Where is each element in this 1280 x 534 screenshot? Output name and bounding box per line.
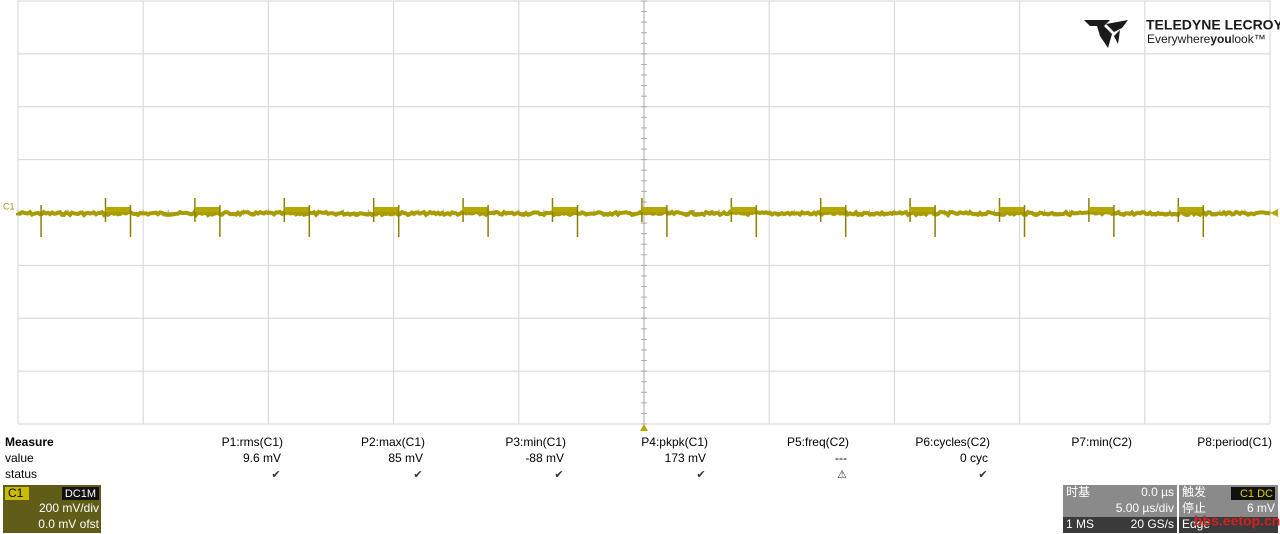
- timebase-rate: 20 GS/s: [1131, 517, 1174, 531]
- trace-step: [284, 207, 310, 212]
- trace-step: [194, 207, 220, 212]
- row-label: value: [5, 451, 34, 465]
- trace-step: [641, 207, 667, 212]
- trace-step: [731, 207, 757, 212]
- param-status: ✔: [271, 469, 280, 481]
- row-label: status: [5, 467, 37, 481]
- param-name: P8:period(C1): [1197, 435, 1272, 449]
- brand: TELEDYNE LECROY: [1146, 17, 1280, 33]
- tagline-part: you: [1210, 32, 1231, 46]
- param-name: P4:pkpk(C1): [641, 435, 708, 449]
- trigger-source: C1 DC: [1240, 488, 1273, 500]
- timebase-box: 时基 0.0 µs 5.00 µs/div 1 MS 20 GS/s: [1063, 485, 1177, 533]
- tagline: Everywhereyoulook™: [1147, 32, 1266, 46]
- param-status: ✔: [978, 469, 987, 481]
- channel-name: C1: [8, 486, 24, 500]
- channel-box: C1 DC1M 200 mV/div 0.0 mV ofst: [3, 485, 101, 533]
- param-name: P2:max(C1): [361, 435, 425, 449]
- param-name: P3:min(C1): [505, 435, 566, 449]
- measure-table: Measure value status P1:rms(C1) 9.6 mV ✔ P2…: [5, 435, 1272, 481]
- param-name: P7:min(C2): [1071, 435, 1132, 449]
- timebase-delay: 0.0 µs: [1141, 485, 1174, 499]
- trace-step: [1088, 207, 1114, 212]
- watermark: bbs.eetop.cn: [1194, 513, 1280, 529]
- param-name: P5:freq(C2): [787, 435, 849, 449]
- trace-step: [999, 207, 1025, 212]
- channel-scale: 200 mV/div: [39, 501, 99, 515]
- trace-step: [910, 207, 936, 212]
- trace-step: [463, 207, 489, 212]
- channel-coupling: DC1M: [65, 488, 96, 500]
- trace-step: [373, 207, 399, 212]
- measure-header: Measure: [5, 435, 54, 449]
- trace-step: [820, 207, 846, 212]
- param-status: ✔: [554, 469, 563, 481]
- param-value: 9.6 mV: [243, 451, 281, 465]
- timebase-scale: 5.00 µs/div: [1116, 501, 1174, 515]
- tagline-part: Everywhere: [1147, 32, 1211, 46]
- param-status: ✔: [413, 469, 422, 481]
- trigger-mode: 停止: [1182, 500, 1206, 515]
- logo: TELEDYNE LECROY Everywhereyoulook™: [1084, 17, 1280, 48]
- param-name: P6:cycles(C2): [915, 435, 990, 449]
- param-status: ⚠: [837, 469, 847, 481]
- channel-offset: 0.0 mV ofst: [38, 517, 99, 531]
- param-value: 0 cyc: [960, 451, 988, 465]
- param-value: 85 mV: [388, 451, 423, 465]
- trace-step: [1178, 207, 1204, 212]
- timebase-points: 1 MS: [1066, 517, 1094, 531]
- param-name: P1:rms(C1): [222, 435, 283, 449]
- trigger-level: 6 mV: [1247, 501, 1275, 515]
- param-value: 173 mV: [665, 451, 706, 465]
- trigger-level-marker: [1270, 209, 1278, 217]
- trace-body: [16, 209, 1271, 219]
- tagline-part: look™: [1232, 32, 1266, 46]
- trace-label: C1: [3, 201, 15, 211]
- param-value: ---: [835, 451, 847, 465]
- trace-step: [105, 207, 131, 212]
- trigger-time-marker: [640, 424, 648, 431]
- trigger-box: 触发 C1 DC 停止 6 mV Edge: [1179, 484, 1278, 533]
- timebase-label: 时基: [1066, 485, 1090, 499]
- trigger-label: 触发: [1182, 484, 1206, 499]
- trigger-type: Edge: [1182, 517, 1210, 531]
- param-value: -88 mV: [525, 451, 564, 465]
- param-status: ✔: [696, 469, 705, 481]
- waveform: [16, 198, 1271, 237]
- trace-step: [552, 207, 578, 212]
